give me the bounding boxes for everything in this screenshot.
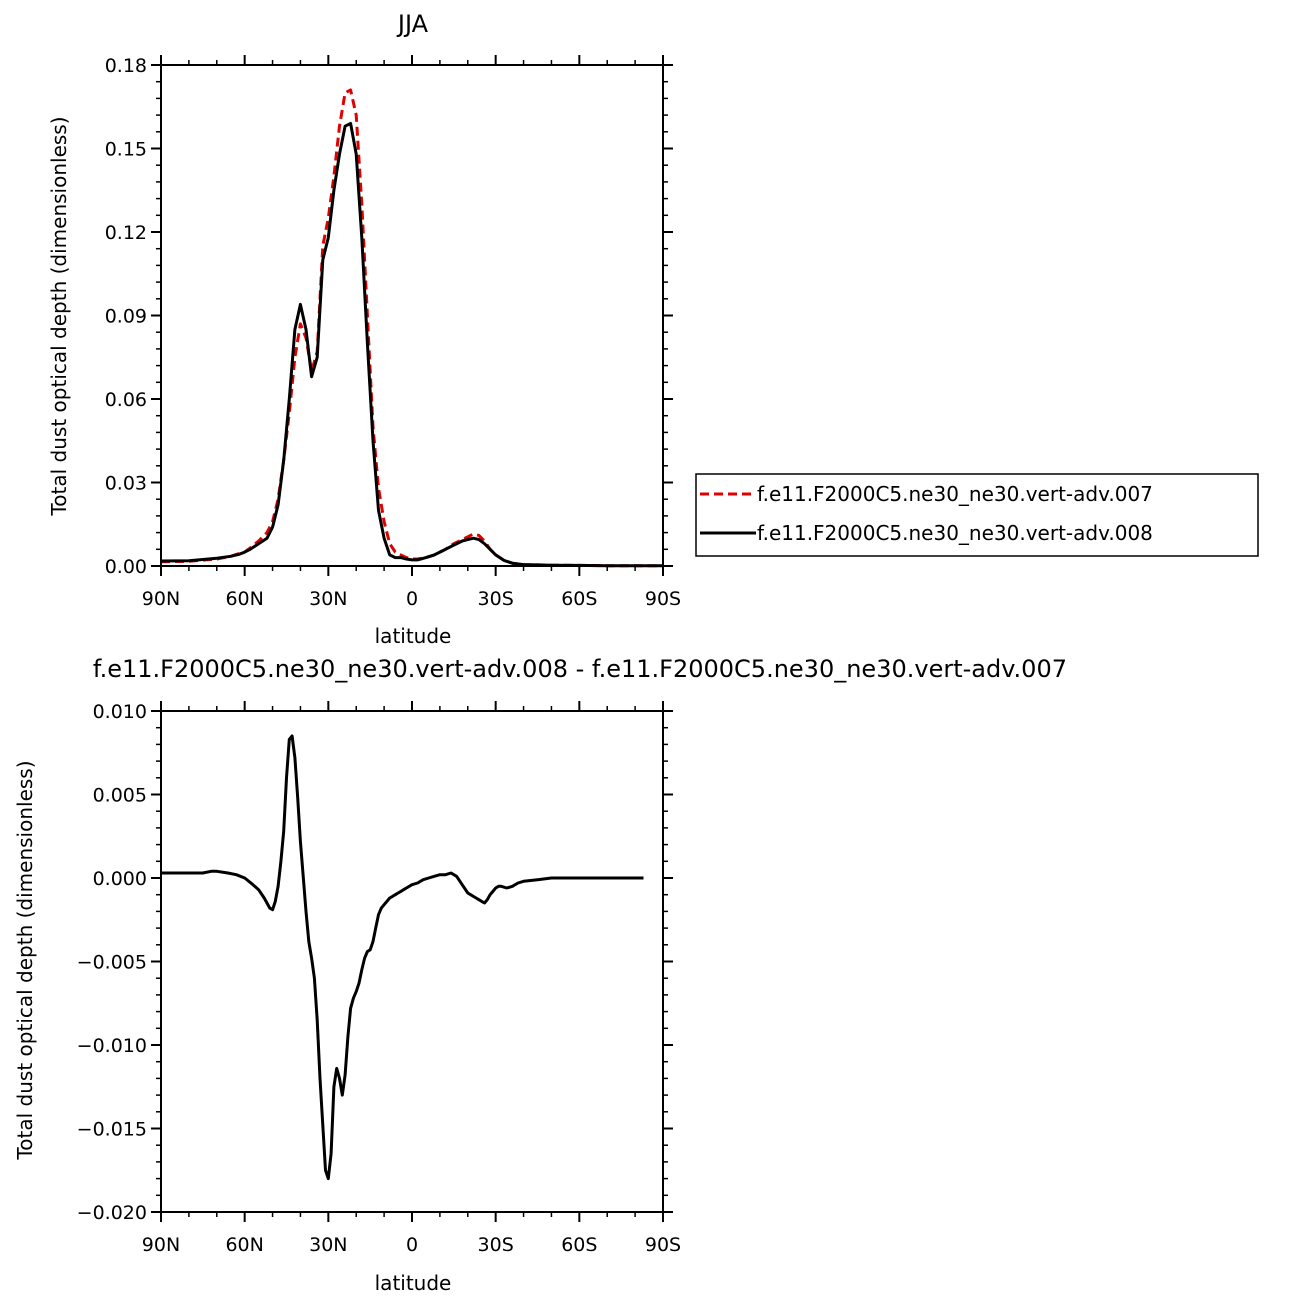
top-y-tick-label: 0.18 [105, 55, 147, 77]
top-y-axis-label: Total dust optical depth (dimensionless) [47, 116, 71, 516]
top-y-tick-label: 0.00 [105, 556, 147, 578]
top-y-tick-label: 0.15 [105, 139, 147, 161]
top-series-line-2 [160, 121, 663, 568]
bottom-series-group [161, 734, 644, 1181]
top-series-group [160, 88, 663, 568]
bottom-y-tick-label: −0.020 [77, 1202, 147, 1224]
legend: f.e11.F2000C5.ne30_ne30.vert-adv.007 f.e… [695, 473, 1259, 557]
bottom-x-tick-label: 60S [561, 1234, 597, 1256]
bottom-x-tick-label: 60N [225, 1234, 263, 1256]
bottom-y-tick-label: −0.005 [77, 952, 147, 974]
legend-box [695, 473, 1259, 557]
top-y-tick-label: 0.03 [105, 473, 147, 495]
legend-entry-series-2: f.e11.F2000C5.ne30_ne30.vert-adv.008 [757, 521, 1153, 545]
bottom-x-tick-label: 30S [478, 1234, 514, 1256]
top-panel-title: JJA [396, 10, 429, 38]
bottom-x-axis-label: latitude [375, 1271, 452, 1295]
top-x-tick-label: 90N [142, 588, 180, 610]
top-x-axis-label: latitude [375, 624, 452, 648]
bottom-panel-title: f.e11.F2000C5.ne30_ne30.vert-adv.008 - f… [93, 655, 1067, 683]
top-x-tick-label: 0 [406, 588, 418, 610]
top-x-tick-label: 60S [561, 588, 597, 610]
bottom-ticks-group: 90N 60N 30N 0 30S 60S 90S −0.020 −0.015 −0.010 −0.… [77, 701, 681, 1256]
bottom-y-tick-label: 0.005 [93, 785, 147, 807]
top-series-line-1 [160, 88, 663, 568]
bottom-x-tick-label: 90N [142, 1234, 180, 1256]
bottom-x-tick-label: 30N [309, 1234, 347, 1256]
top-x-tick-label: 60N [225, 588, 263, 610]
top-panel: JJA 90N 60N 30N 0 30S 60S 90S 0.00 0.03 0.06 0.09 0… [47, 10, 681, 648]
bottom-y-tick-label: 0.000 [93, 868, 147, 890]
top-x-tick-label: 30N [309, 588, 347, 610]
bottom-y-axis-label: Total dust optical depth (dimensionless) [13, 760, 37, 1160]
bottom-x-tick-label: 0 [406, 1234, 418, 1256]
bottom-panel: f.e11.F2000C5.ne30_ne30.vert-adv.008 - f… [13, 655, 1067, 1295]
top-x-tick-label: 90S [645, 588, 681, 610]
top-y-tick-label: 0.06 [105, 389, 147, 411]
bottom-x-tick-label: 90S [645, 1234, 681, 1256]
bottom-y-tick-label: 0.010 [93, 701, 147, 723]
bottom-y-tick-label: −0.010 [77, 1035, 147, 1057]
top-plot-frame [160, 64, 664, 567]
bottom-y-tick-label: −0.015 [77, 1119, 147, 1141]
top-x-tick-label: 30S [478, 588, 514, 610]
top-y-tick-label: 0.09 [105, 306, 147, 328]
legend-entry-series-1: f.e11.F2000C5.ne30_ne30.vert-adv.007 [757, 482, 1153, 506]
bottom-plot-frame [160, 710, 664, 1213]
bottom-series-line-1 [161, 734, 644, 1181]
top-y-tick-label: 0.12 [105, 222, 147, 244]
top-ticks-group: 90N 60N 30N 0 30S 60S 90S 0.00 0.03 0.06 0.09 0.12 0… [105, 55, 681, 610]
